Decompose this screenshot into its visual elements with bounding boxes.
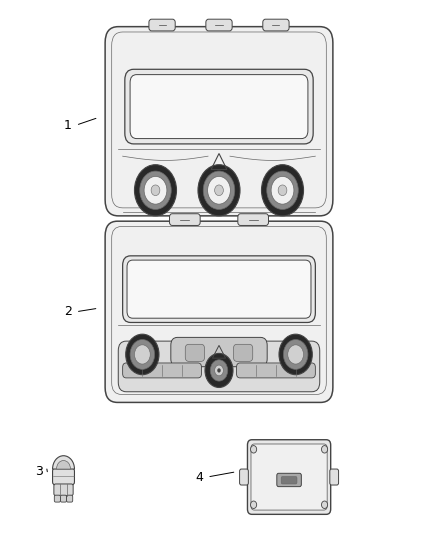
FancyBboxPatch shape bbox=[206, 19, 232, 31]
FancyBboxPatch shape bbox=[53, 468, 74, 485]
Circle shape bbox=[321, 446, 328, 453]
FancyBboxPatch shape bbox=[277, 473, 301, 487]
Wedge shape bbox=[53, 456, 74, 469]
FancyBboxPatch shape bbox=[238, 214, 268, 225]
FancyBboxPatch shape bbox=[149, 19, 175, 31]
Circle shape bbox=[198, 165, 240, 216]
Circle shape bbox=[134, 345, 150, 364]
Circle shape bbox=[210, 360, 228, 381]
FancyBboxPatch shape bbox=[118, 341, 320, 392]
Circle shape bbox=[215, 365, 223, 376]
Circle shape bbox=[288, 345, 304, 364]
FancyBboxPatch shape bbox=[125, 69, 313, 144]
FancyBboxPatch shape bbox=[130, 75, 308, 139]
Circle shape bbox=[271, 176, 294, 204]
FancyBboxPatch shape bbox=[263, 19, 289, 31]
Circle shape bbox=[208, 176, 230, 204]
Circle shape bbox=[217, 368, 221, 373]
FancyBboxPatch shape bbox=[67, 495, 73, 502]
Circle shape bbox=[126, 334, 159, 375]
FancyBboxPatch shape bbox=[247, 440, 331, 514]
FancyBboxPatch shape bbox=[54, 484, 73, 496]
FancyBboxPatch shape bbox=[237, 363, 315, 378]
FancyBboxPatch shape bbox=[60, 495, 67, 502]
FancyBboxPatch shape bbox=[105, 221, 333, 402]
Circle shape bbox=[321, 501, 328, 508]
FancyBboxPatch shape bbox=[54, 495, 60, 502]
FancyBboxPatch shape bbox=[330, 469, 339, 485]
FancyBboxPatch shape bbox=[233, 344, 253, 361]
Circle shape bbox=[261, 165, 304, 216]
Text: 2: 2 bbox=[64, 305, 72, 318]
Circle shape bbox=[140, 171, 171, 209]
Circle shape bbox=[215, 185, 223, 196]
FancyBboxPatch shape bbox=[123, 256, 315, 322]
FancyBboxPatch shape bbox=[127, 260, 311, 318]
Circle shape bbox=[205, 353, 233, 387]
Circle shape bbox=[278, 185, 287, 196]
Circle shape bbox=[251, 446, 257, 453]
Text: 4: 4 bbox=[195, 471, 203, 483]
Circle shape bbox=[134, 165, 177, 216]
Circle shape bbox=[251, 501, 257, 508]
Wedge shape bbox=[57, 461, 71, 469]
Text: 1: 1 bbox=[64, 119, 72, 132]
Circle shape bbox=[203, 171, 235, 209]
Circle shape bbox=[151, 185, 160, 196]
FancyBboxPatch shape bbox=[123, 363, 201, 378]
FancyBboxPatch shape bbox=[185, 344, 205, 361]
FancyBboxPatch shape bbox=[105, 27, 333, 216]
Text: 3: 3 bbox=[35, 465, 43, 478]
Circle shape bbox=[144, 176, 167, 204]
Circle shape bbox=[130, 340, 155, 369]
Circle shape bbox=[267, 171, 298, 209]
Circle shape bbox=[279, 334, 312, 375]
FancyBboxPatch shape bbox=[251, 444, 327, 510]
FancyBboxPatch shape bbox=[281, 477, 297, 484]
Circle shape bbox=[283, 340, 308, 369]
FancyBboxPatch shape bbox=[170, 214, 200, 225]
FancyBboxPatch shape bbox=[240, 469, 248, 485]
FancyBboxPatch shape bbox=[171, 337, 267, 367]
